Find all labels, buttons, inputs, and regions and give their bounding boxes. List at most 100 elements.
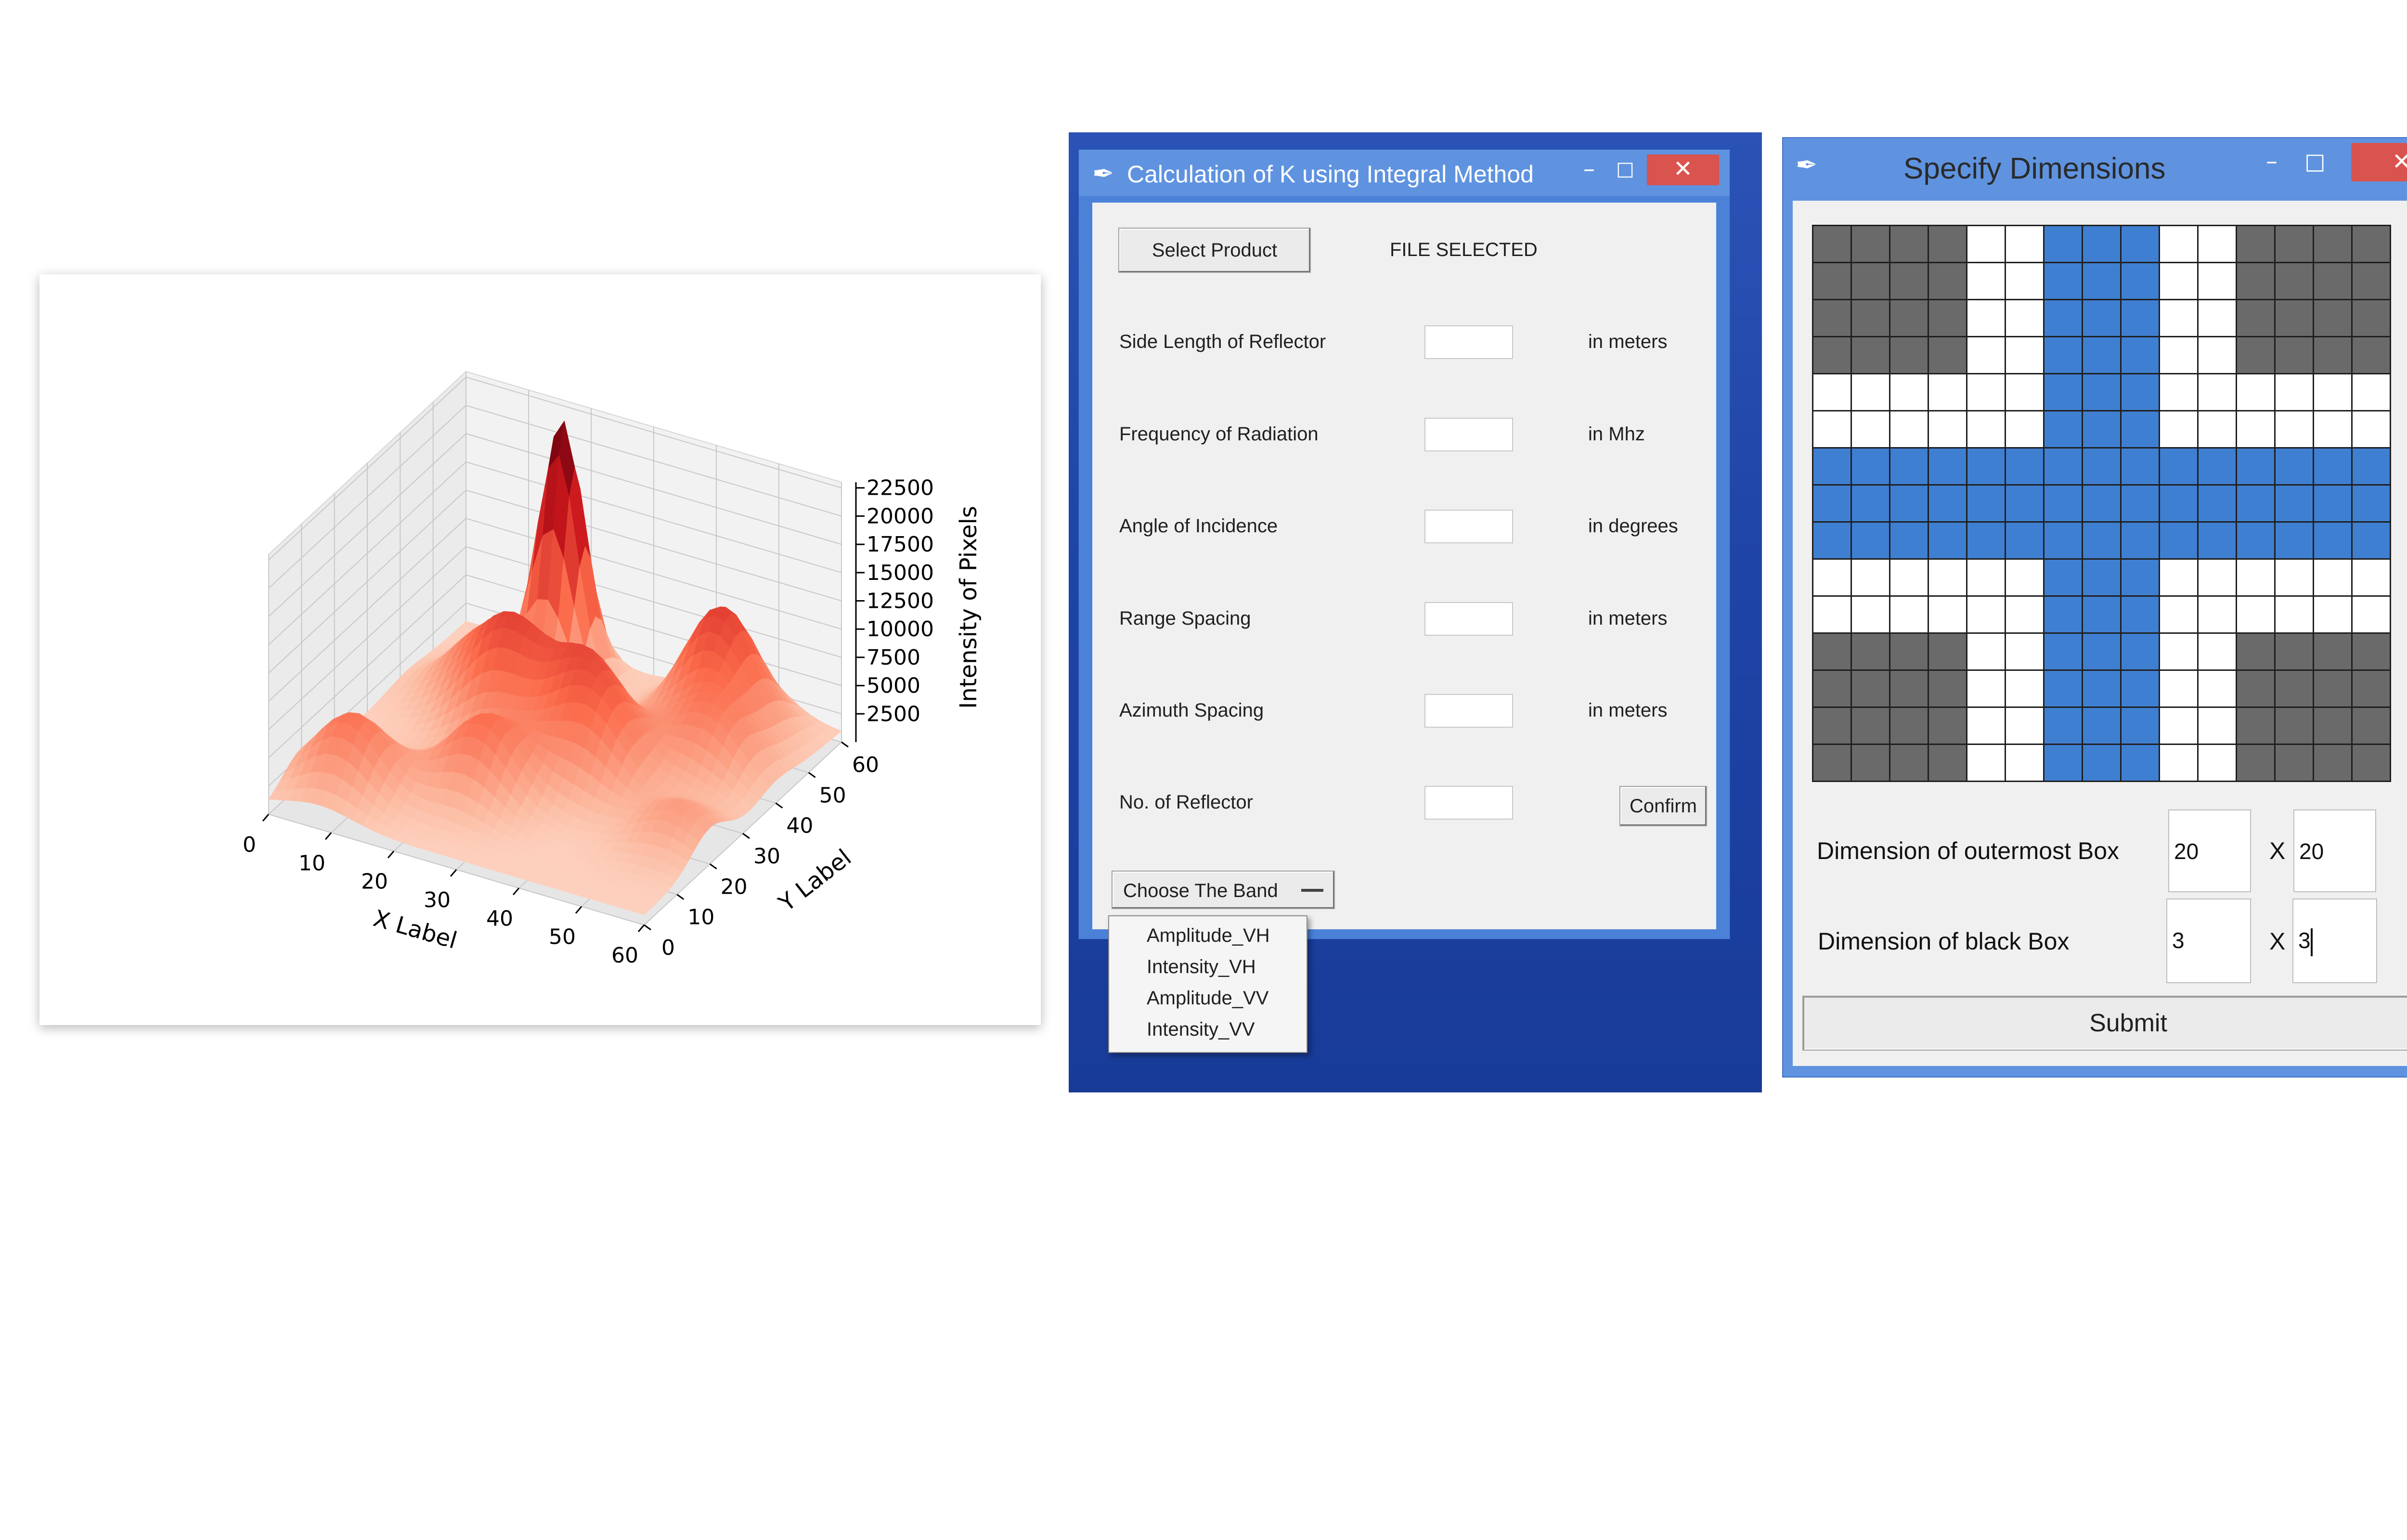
title-bar[interactable]: ✒ Calculation of K using Integral Method…: [1079, 150, 1730, 196]
numeric-input[interactable]: [1424, 325, 1513, 359]
grid-cell: [2351, 262, 2391, 300]
menu-item-amplitude-vv[interactable]: Amplitude_VV: [1147, 988, 1269, 1009]
grid-cell: [2197, 373, 2237, 411]
grid-cell: [1851, 447, 1890, 486]
grid-cell: [2043, 484, 2083, 523]
grid-cell: [1889, 595, 1929, 634]
maximize-button[interactable]: □: [2304, 148, 2326, 174]
numeric-input[interactable]: [1424, 602, 1513, 636]
grid-cell: [2274, 521, 2314, 560]
grid-cell: [1966, 299, 2006, 337]
grid-cell: [1966, 262, 2006, 300]
grid-cell: [2120, 262, 2160, 300]
grid-cell: [2236, 521, 2276, 560]
grid-cell: [2313, 632, 2353, 671]
numeric-input[interactable]: [1424, 786, 1513, 820]
grid-cell: [2313, 262, 2353, 300]
grid-cell: [2043, 225, 2083, 263]
x-tick-label: 40: [486, 906, 513, 931]
grid-cell: [2313, 521, 2353, 560]
grid-cell: [2120, 632, 2160, 671]
grid-cell: [2313, 336, 2353, 374]
numeric-input[interactable]: [1424, 418, 1513, 451]
numeric-input[interactable]: [1424, 694, 1513, 728]
grid-line: [466, 376, 842, 488]
grid-cell: [1889, 521, 1929, 560]
x-tick-label: 60: [611, 943, 638, 968]
y-tick-label: 30: [753, 844, 780, 869]
grid-cell: [2236, 373, 2276, 411]
black-width-input[interactable]: 3: [2166, 898, 2251, 983]
grid-cell: [2120, 595, 2160, 634]
grid-line: [268, 377, 466, 561]
outer-width-input[interactable]: 20: [2168, 809, 2251, 892]
grid-cell: [2120, 484, 2160, 523]
grid-cell: [2159, 262, 2199, 300]
confirm-button[interactable]: Confirm: [1619, 786, 1707, 826]
grid-cell: [1851, 484, 1890, 523]
maximize-button[interactable]: □: [1616, 158, 1634, 180]
minimize-button[interactable]: –: [2266, 148, 2278, 175]
grid-cell: [2082, 262, 2122, 300]
field-label: Angle of Incidence: [1119, 515, 1278, 537]
menu-indicator-icon: [1301, 889, 1323, 892]
grid-cell: [2043, 558, 2083, 597]
close-icon: ✕: [2392, 148, 2407, 175]
select-product-button[interactable]: Select Product: [1118, 228, 1311, 273]
z-tick-label: 7500: [867, 645, 920, 670]
choose-band-menubutton[interactable]: Choose The Band: [1112, 871, 1335, 909]
grid-cell: [2351, 336, 2391, 374]
close-button[interactable]: ✕: [2351, 143, 2407, 181]
menu-item-intensity-vv[interactable]: Intensity_VV: [1147, 1019, 1255, 1040]
grid-cell: [2236, 744, 2276, 782]
grid-cell: [2313, 447, 2353, 486]
grid-cell: [1966, 744, 2006, 782]
grid-cell: [2313, 484, 2353, 523]
grid-cell: [2236, 447, 2276, 486]
grid-cell: [2351, 299, 2391, 337]
submit-button[interactable]: Submit: [1802, 996, 2407, 1051]
grid-cell: [2082, 373, 2122, 411]
grid-cell: [1851, 669, 1890, 708]
grid-cell: [2043, 669, 2083, 708]
menu-item-intensity-vh[interactable]: Intensity_VH: [1147, 956, 1256, 977]
grid-cell: [2159, 299, 2199, 337]
grid-cell: [1812, 225, 1852, 263]
grid-cell: [2274, 447, 2314, 486]
grid-cell: [2043, 447, 2083, 486]
grid-cell: [2043, 336, 2083, 374]
black-height-input[interactable]: 3: [2292, 898, 2377, 983]
grid-cell: [1928, 521, 1967, 560]
grid-cell: [2274, 262, 2314, 300]
grid-cell: [1966, 225, 2006, 263]
x-tick-mark: [450, 869, 457, 877]
grid-cell: [1851, 410, 1890, 449]
close-button[interactable]: ✕: [1647, 154, 1719, 185]
menu-item-amplitude-vh[interactable]: Amplitude_VH: [1147, 925, 1270, 946]
grid-cell: [2197, 262, 2237, 300]
outer-height-input[interactable]: 20: [2293, 809, 2376, 892]
feather-icon: ✒: [1092, 158, 1114, 189]
x-tick-label: 10: [298, 851, 325, 875]
y-tick-label: 60: [852, 753, 879, 777]
unit-label: in meters: [1588, 608, 1668, 629]
grid-cell: [2043, 744, 2083, 782]
grid-cell: [2120, 410, 2160, 449]
title-bar[interactable]: ✒ Specify Dimensions – □ ✕: [1783, 138, 2407, 196]
z-tick-label: 22500: [867, 476, 934, 500]
grid-cell: [2274, 744, 2314, 782]
grid-cell: [2082, 632, 2122, 671]
grid-cell: [2197, 299, 2237, 337]
minimize-button[interactable]: –: [1583, 155, 1595, 182]
grid-cell: [1889, 558, 1929, 597]
grid-cell: [1928, 744, 1967, 782]
numeric-input[interactable]: [1424, 510, 1513, 543]
x-tick-label: 20: [361, 870, 388, 894]
grid-cell: [2274, 706, 2314, 745]
times-symbol: X: [2269, 928, 2286, 955]
grid-cell: [1966, 410, 2006, 449]
grid-cell: [1812, 447, 1852, 486]
grid-cell: [1851, 744, 1890, 782]
grid-cell: [2159, 706, 2199, 745]
grid-cell: [2120, 447, 2160, 486]
